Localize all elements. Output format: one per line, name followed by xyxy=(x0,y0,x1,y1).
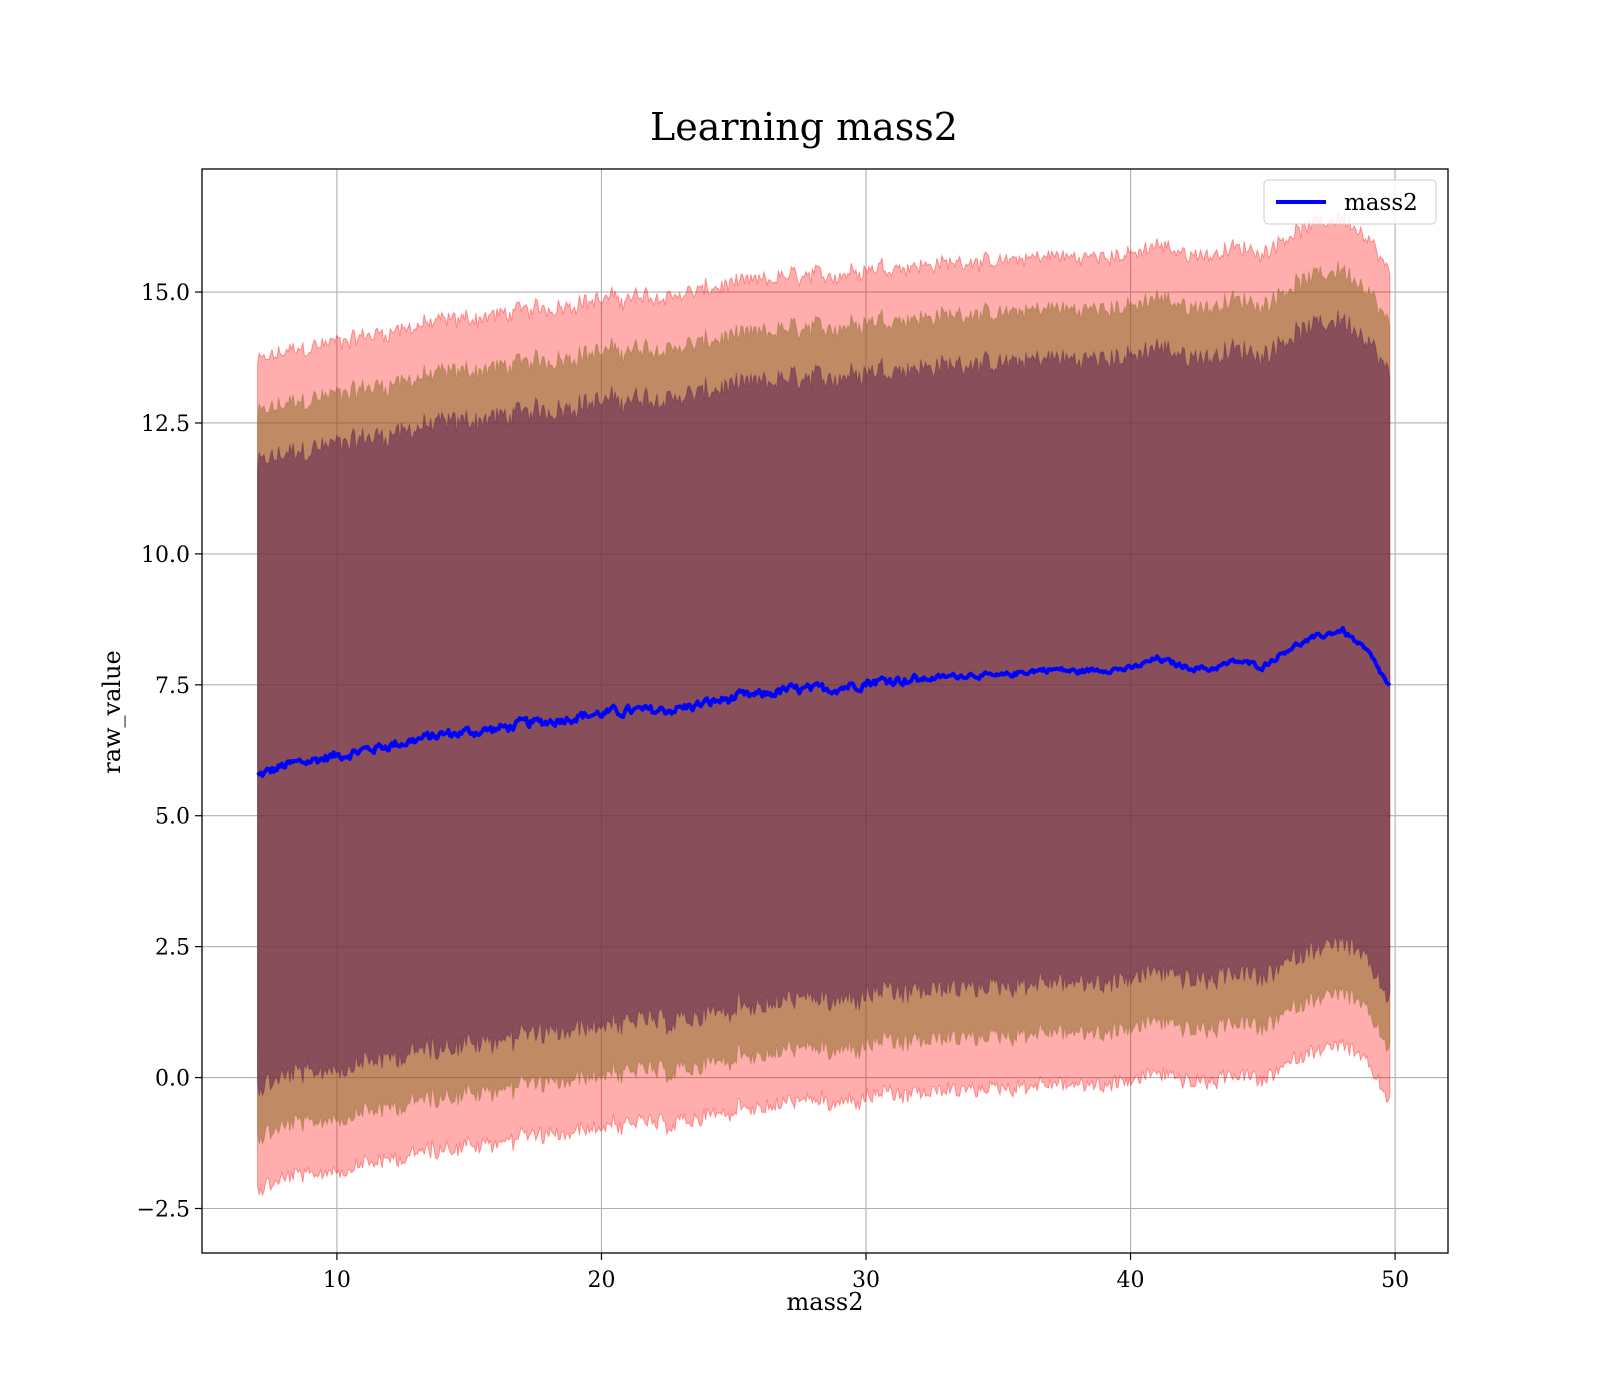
x-tick-label: 20 xyxy=(587,1268,615,1293)
x-tick-label: 50 xyxy=(1381,1268,1409,1293)
y-tick-label: −2.5 xyxy=(137,1197,190,1222)
y-tick-label: 7.5 xyxy=(155,674,190,699)
x-tick-label: 10 xyxy=(323,1268,351,1293)
y-axis-label: raw_value xyxy=(98,650,126,774)
band-1sigma xyxy=(257,309,1391,1098)
y-tick-label: 2.5 xyxy=(155,936,190,961)
legend-label-mass2: mass2 xyxy=(1344,190,1418,216)
y-tick-label: 12.5 xyxy=(141,412,190,437)
x-axis-ticks: 10 20 30 40 50 xyxy=(323,1253,1409,1293)
chart-title: Learning mass2 xyxy=(650,105,958,149)
legend-box xyxy=(1263,179,1437,225)
legend: mass2 xyxy=(1263,179,1437,225)
x-axis-label: mass2 xyxy=(787,1288,864,1316)
confidence-bands xyxy=(257,210,1391,1197)
x-tick-label: 30 xyxy=(852,1268,880,1293)
plot-frame xyxy=(201,168,1449,1254)
y-tick-label: 10.0 xyxy=(141,543,190,568)
y-tick-label: 5.0 xyxy=(155,805,190,830)
y-tick-label: 15.0 xyxy=(141,281,190,306)
x-tick-label: 40 xyxy=(1117,1268,1145,1293)
y-tick-label: 0.0 xyxy=(155,1067,190,1092)
y-axis-ticks: −2.5 0.0 2.5 5.0 7.5 10.0 12.5 15.0 xyxy=(137,281,202,1222)
series-line-mass2 xyxy=(256,626,1392,778)
series-lines xyxy=(256,626,1392,778)
